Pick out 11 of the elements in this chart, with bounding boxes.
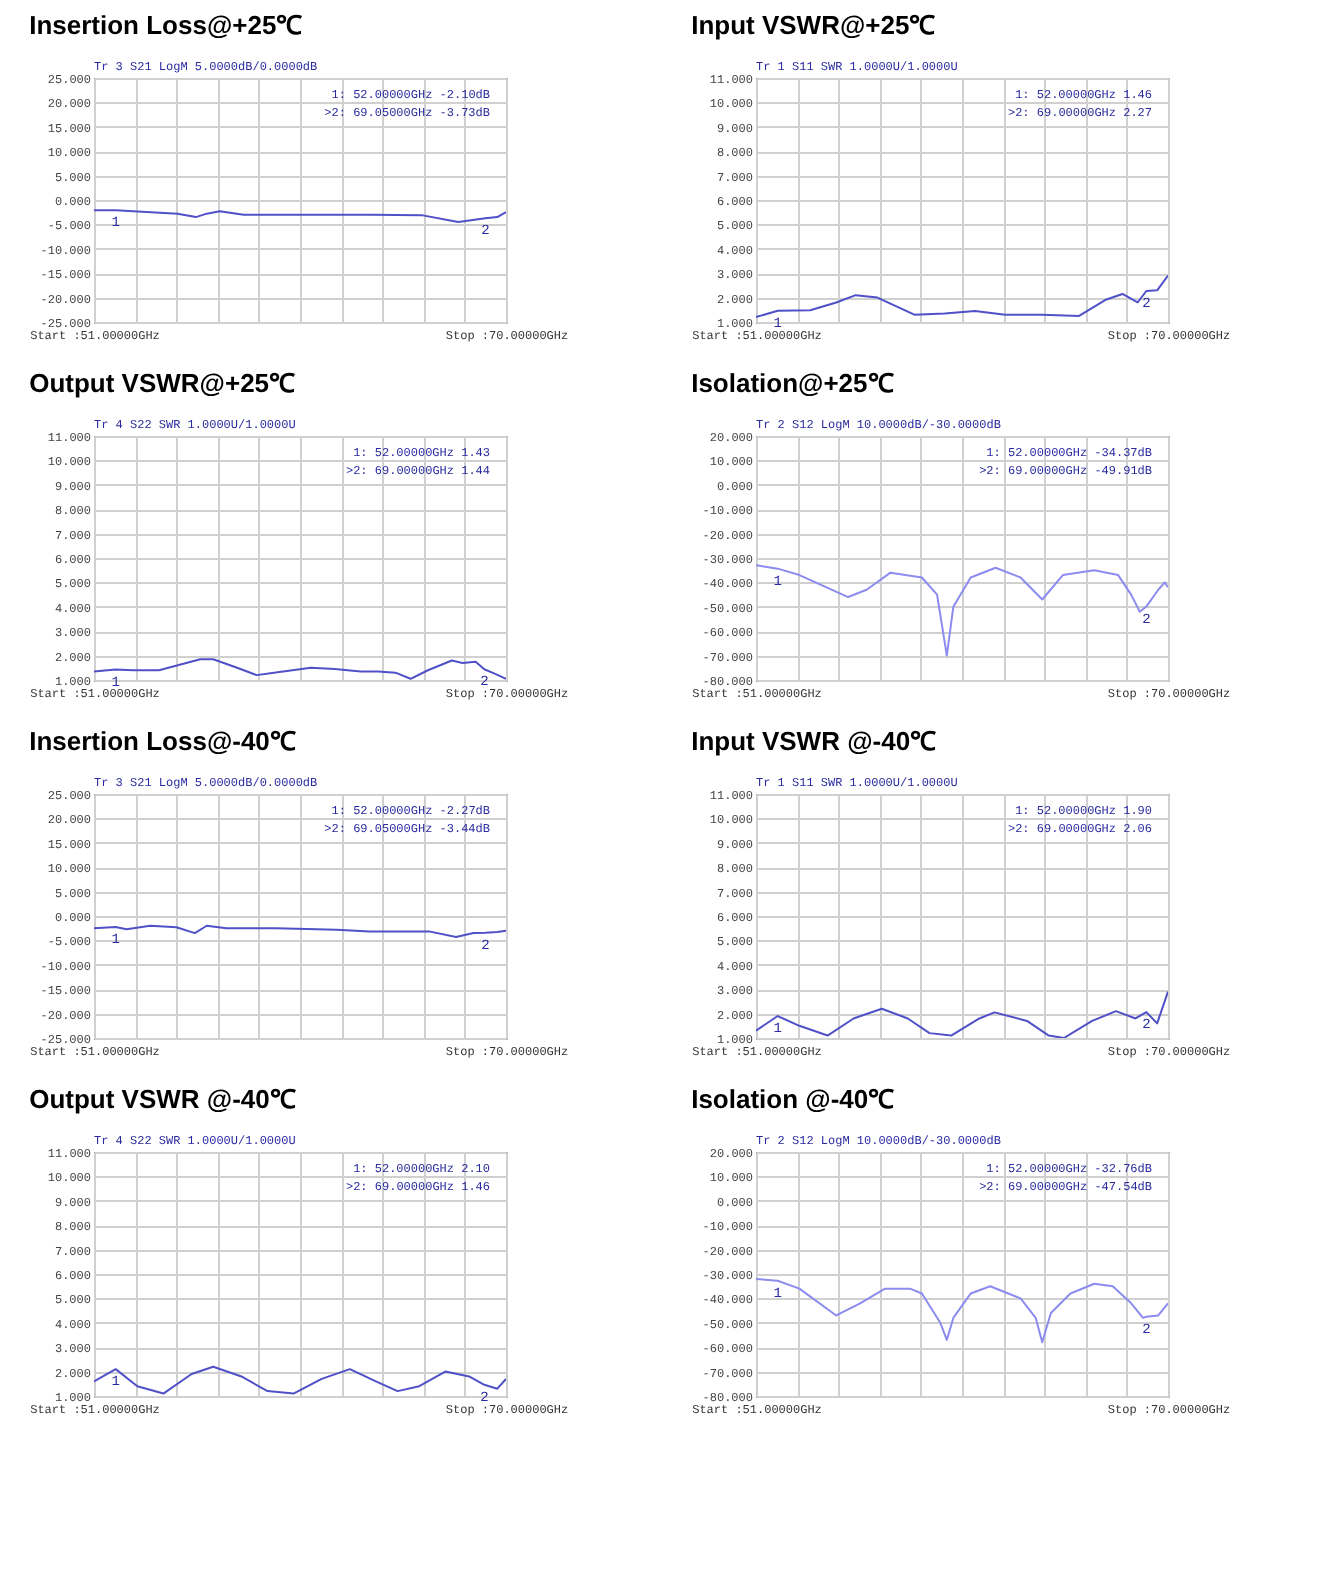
line-series: [756, 1277, 1168, 1344]
chart-title: Isolation@+25℃: [691, 368, 894, 398]
chart-title: Isolation @-40℃: [691, 1084, 895, 1114]
chart-title: Output VSWR @-40℃: [29, 1084, 296, 1114]
chart-title: Input VSWR@+25℃: [691, 10, 936, 40]
chart-title: Output VSWR@+25℃: [29, 368, 296, 398]
line-series: [756, 564, 1168, 657]
line-series: [756, 274, 1168, 319]
chart-title: Input VSWR @-40℃: [691, 726, 937, 756]
chart-title: Insertion Loss@-40℃: [29, 726, 296, 756]
chart-title: Insertion Loss@+25℃: [29, 10, 303, 40]
